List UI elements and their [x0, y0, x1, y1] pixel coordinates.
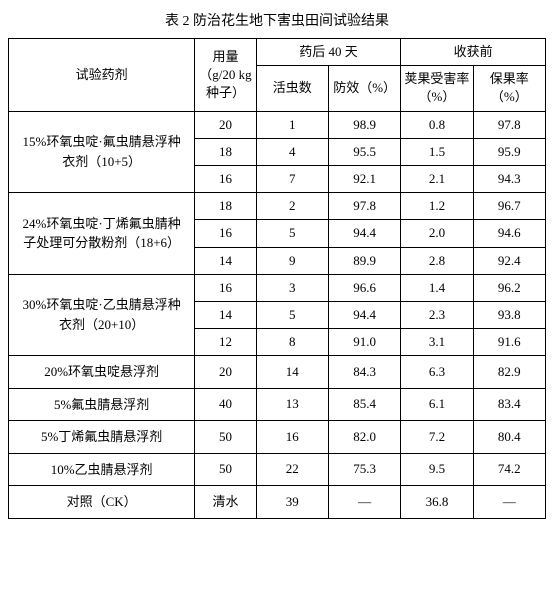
header-damage: 荚果受害率（%）: [401, 66, 473, 111]
dose-cell: 14: [195, 301, 256, 328]
agent-cell: 5%丁烯氟虫腈悬浮剂: [9, 421, 195, 454]
header-live: 活虫数: [256, 66, 328, 111]
live-cell: 5: [256, 301, 328, 328]
dmg-cell: 0.8: [401, 111, 473, 138]
eff-cell: 82.0: [328, 421, 400, 454]
dose-cell: 16: [195, 274, 256, 301]
dmg-cell: 6.3: [401, 356, 473, 389]
agent-cell: 10%乙虫腈悬浮剂: [9, 453, 195, 486]
live-cell: 2: [256, 193, 328, 220]
live-cell: 9: [256, 247, 328, 274]
eff-cell: 95.5: [328, 138, 400, 165]
header-keep: 保果率（%）: [473, 66, 545, 111]
dmg-cell: 1.5: [401, 138, 473, 165]
eff-cell: —: [328, 486, 400, 519]
agent-cell: 15%环氧虫啶·氟虫腈悬浮种衣剂（10+5）: [9, 111, 195, 193]
header-harvest: 收获前: [401, 39, 546, 66]
dose-cell: 20: [195, 356, 256, 389]
dose-cell: 50: [195, 453, 256, 486]
dose-cell: 12: [195, 329, 256, 356]
dmg-cell: 3.1: [401, 329, 473, 356]
dose-cell: 清水: [195, 486, 256, 519]
header-after40: 药后 40 天: [256, 39, 401, 66]
live-cell: 14: [256, 356, 328, 389]
keep-cell: 93.8: [473, 301, 545, 328]
keep-cell: 74.2: [473, 453, 545, 486]
dmg-cell: 7.2: [401, 421, 473, 454]
dmg-cell: 36.8: [401, 486, 473, 519]
dmg-cell: 2.1: [401, 165, 473, 192]
live-cell: 39: [256, 486, 328, 519]
live-cell: 5: [256, 220, 328, 247]
eff-cell: 85.4: [328, 388, 400, 421]
agent-cell: 对照（CK）: [9, 486, 195, 519]
keep-cell: 97.8: [473, 111, 545, 138]
eff-cell: 97.8: [328, 193, 400, 220]
dmg-cell: 1.2: [401, 193, 473, 220]
dose-cell: 40: [195, 388, 256, 421]
table-caption: 表 2 防治花生地下害虫田间试验结果: [8, 10, 546, 30]
dose-cell: 20: [195, 111, 256, 138]
live-cell: 1: [256, 111, 328, 138]
eff-cell: 92.1: [328, 165, 400, 192]
dmg-cell: 9.5: [401, 453, 473, 486]
dose-cell: 16: [195, 165, 256, 192]
keep-cell: 91.6: [473, 329, 545, 356]
dmg-cell: 6.1: [401, 388, 473, 421]
eff-cell: 89.9: [328, 247, 400, 274]
results-table: 试验药剂 用量（g/20 kg 种子） 药后 40 天 收获前 活虫数 防效（%…: [8, 38, 546, 519]
eff-cell: 94.4: [328, 301, 400, 328]
keep-cell: 94.6: [473, 220, 545, 247]
live-cell: 4: [256, 138, 328, 165]
keep-cell: —: [473, 486, 545, 519]
live-cell: 8: [256, 329, 328, 356]
header-efficacy: 防效（%）: [328, 66, 400, 111]
eff-cell: 98.9: [328, 111, 400, 138]
eff-cell: 96.6: [328, 274, 400, 301]
keep-cell: 95.9: [473, 138, 545, 165]
keep-cell: 80.4: [473, 421, 545, 454]
live-cell: 3: [256, 274, 328, 301]
keep-cell: 96.2: [473, 274, 545, 301]
keep-cell: 83.4: [473, 388, 545, 421]
eff-cell: 84.3: [328, 356, 400, 389]
agent-cell: 5%氟虫腈悬浮剂: [9, 388, 195, 421]
live-cell: 22: [256, 453, 328, 486]
keep-cell: 94.3: [473, 165, 545, 192]
eff-cell: 94.4: [328, 220, 400, 247]
live-cell: 7: [256, 165, 328, 192]
header-agent: 试验药剂: [9, 39, 195, 112]
keep-cell: 82.9: [473, 356, 545, 389]
eff-cell: 91.0: [328, 329, 400, 356]
dmg-cell: 1.4: [401, 274, 473, 301]
eff-cell: 75.3: [328, 453, 400, 486]
live-cell: 16: [256, 421, 328, 454]
dmg-cell: 2.3: [401, 301, 473, 328]
dmg-cell: 2.8: [401, 247, 473, 274]
agent-cell: 20%环氧虫啶悬浮剂: [9, 356, 195, 389]
dose-cell: 50: [195, 421, 256, 454]
agent-cell: 30%环氧虫啶·乙虫腈悬浮种衣剂（20+10）: [9, 274, 195, 356]
live-cell: 13: [256, 388, 328, 421]
header-dose: 用量（g/20 kg 种子）: [195, 39, 256, 112]
dose-cell: 14: [195, 247, 256, 274]
dose-cell: 18: [195, 138, 256, 165]
agent-cell: 24%环氧虫啶·丁烯氟虫腈种子处理可分散粉剂（18+6）: [9, 193, 195, 275]
dose-cell: 18: [195, 193, 256, 220]
keep-cell: 96.7: [473, 193, 545, 220]
dmg-cell: 2.0: [401, 220, 473, 247]
keep-cell: 92.4: [473, 247, 545, 274]
dose-cell: 16: [195, 220, 256, 247]
